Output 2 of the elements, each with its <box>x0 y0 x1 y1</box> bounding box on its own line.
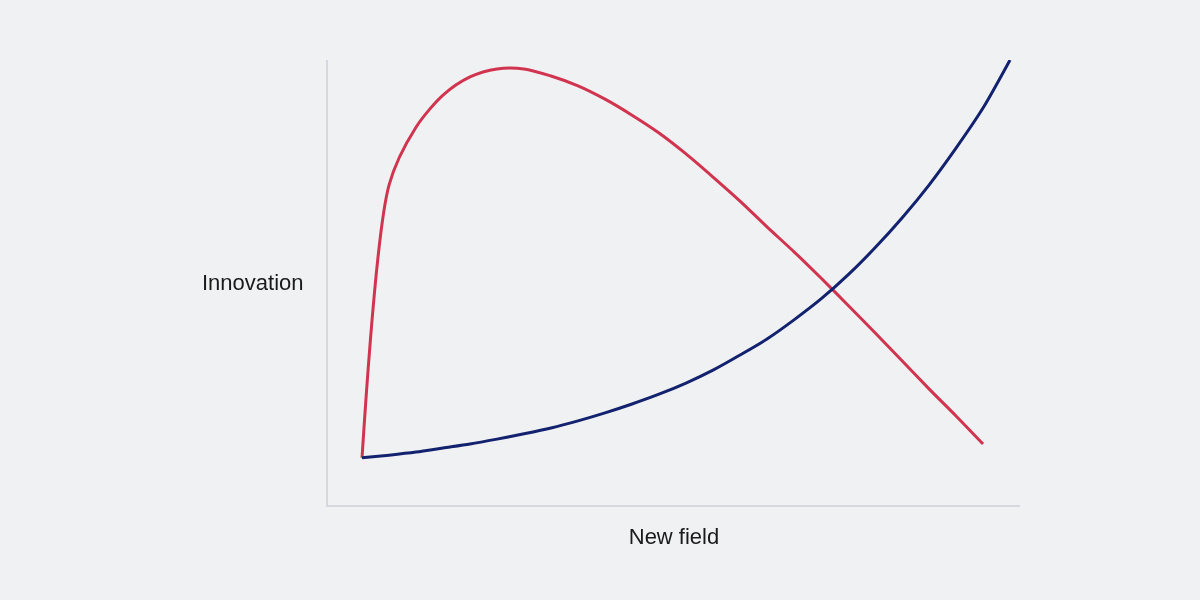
x-axis-title: New field <box>628 523 720 549</box>
y-axis-title: Innovation <box>202 270 304 295</box>
